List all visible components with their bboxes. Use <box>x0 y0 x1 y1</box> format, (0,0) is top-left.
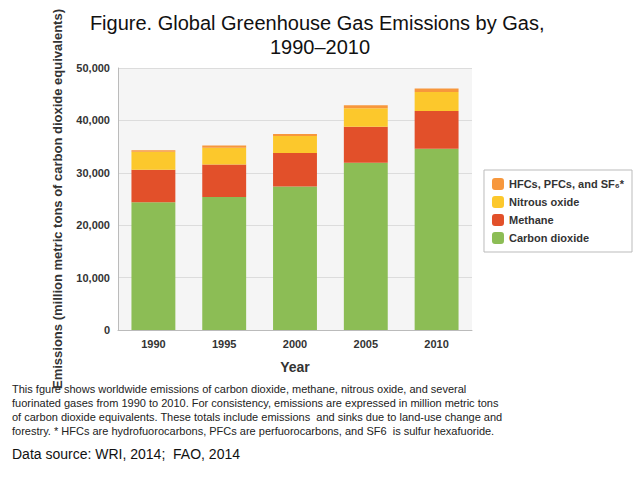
svg-text:Emissions (million metric tons: Emissions (million metric tons of carbon… <box>50 9 65 389</box>
svg-text:HFCs, PFCs, and SF₆*: HFCs, PFCs, and SF₆* <box>509 178 625 190</box>
svg-text:fuorinated gases from 1990 to: fuorinated gases from 1990 to 2010. For … <box>12 397 502 409</box>
svg-text:of carbon dioxide equivalents.: of carbon dioxide equivalents. These tot… <box>12 411 505 423</box>
svg-text:10,000: 10,000 <box>76 272 110 284</box>
svg-text:30,000: 30,000 <box>76 167 110 179</box>
svg-text:Methane: Methane <box>509 214 554 226</box>
svg-text:0: 0 <box>104 324 110 336</box>
svg-text:2010: 2010 <box>424 338 448 350</box>
svg-text:20,000: 20,000 <box>76 219 110 231</box>
svg-text:Nitrous oxide: Nitrous oxide <box>509 196 579 208</box>
svg-text:50,000: 50,000 <box>76 62 110 74</box>
svg-text:2000: 2000 <box>283 338 307 350</box>
svg-text:Year: Year <box>280 359 310 375</box>
svg-text:forestry. * HFCs are hydrofuor: forestry. * HFCs are hydrofuorocarbons, … <box>12 425 494 437</box>
svg-text:1990: 1990 <box>141 338 165 350</box>
svg-text:Carbon dioxide: Carbon dioxide <box>509 232 589 244</box>
svg-text:40,000: 40,000 <box>76 114 110 126</box>
svg-text:2005: 2005 <box>354 338 378 350</box>
svg-text:Data source: WRI, 2014; FAO,: Data source: WRI, 2014; FAO, 2014 <box>12 446 240 462</box>
svg-text:1995: 1995 <box>212 338 236 350</box>
svg-text:1990–2010: 1990–2010 <box>270 36 370 58</box>
svg-text:This fgure shows worldwide emi: This fgure shows worldwide emissions of … <box>12 383 469 395</box>
svg-text:Figure. Global Greenhouse Gas: Figure. Global Greenhouse Gas Emissions … <box>90 12 550 34</box>
